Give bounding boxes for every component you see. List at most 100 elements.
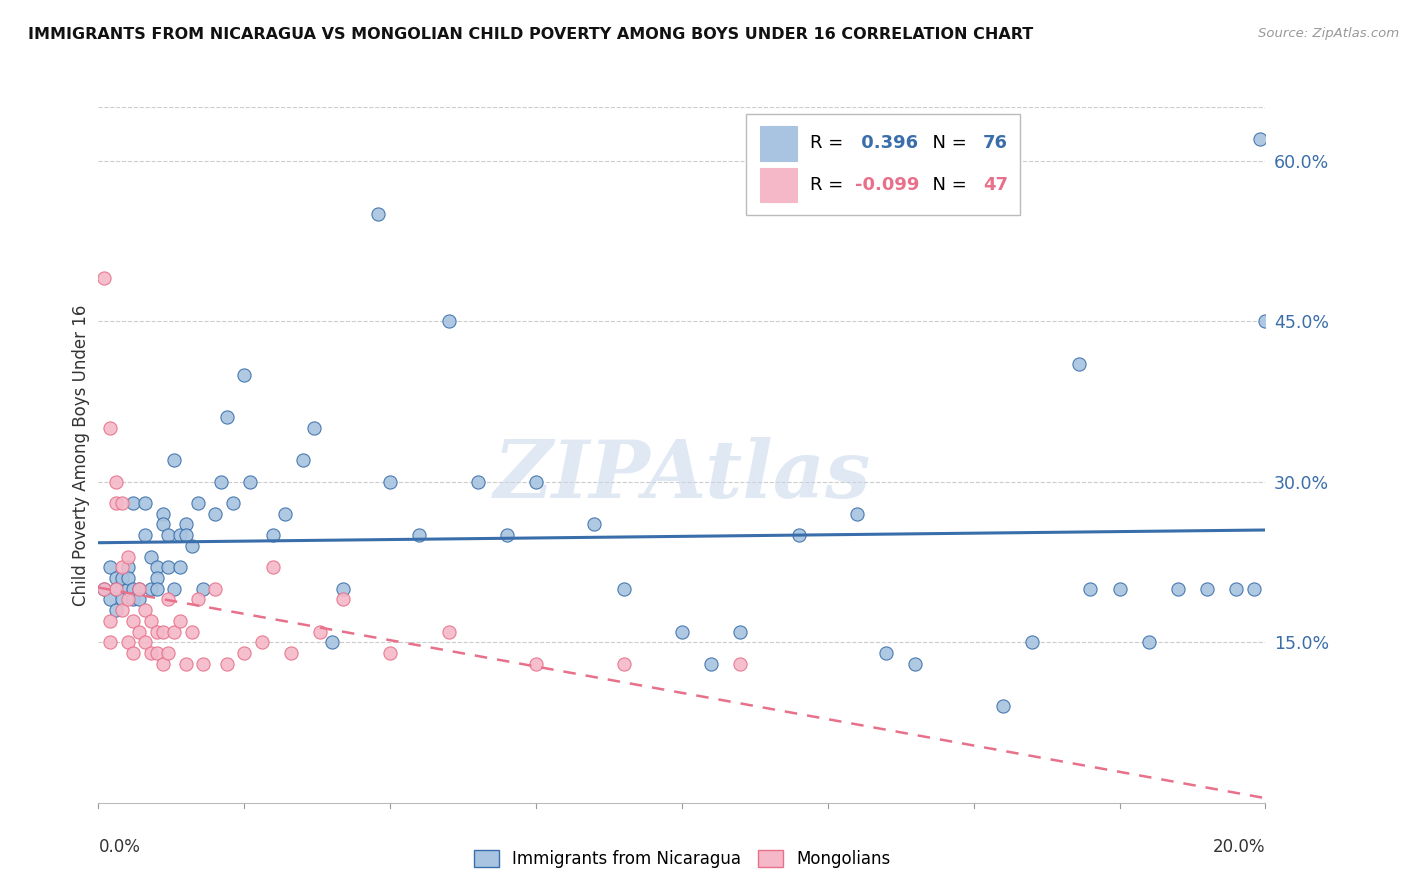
- Text: ZIPAtlas: ZIPAtlas: [494, 437, 870, 515]
- Point: [437, 624, 460, 639]
- Point: [104, 582, 127, 596]
- Point: [98, 614, 121, 628]
- Point: [174, 517, 197, 532]
- Text: 20.0%: 20.0%: [1213, 838, 1265, 856]
- Point: [152, 657, 174, 671]
- Point: [117, 582, 139, 596]
- Point: [193, 657, 215, 671]
- Text: IMMIGRANTS FROM NICARAGUA VS MONGOLIAN CHILD POVERTY AMONG BOYS UNDER 16 CORRELA: IMMIGRANTS FROM NICARAGUA VS MONGOLIAN C…: [28, 27, 1033, 42]
- Point: [146, 624, 169, 639]
- Point: [134, 603, 156, 617]
- Text: R =: R =: [810, 134, 849, 153]
- Point: [250, 635, 273, 649]
- Point: [111, 560, 134, 574]
- Point: [152, 624, 174, 639]
- Point: [134, 528, 156, 542]
- Text: -0.099: -0.099: [855, 176, 920, 194]
- Point: [187, 592, 209, 607]
- Point: [1249, 132, 1271, 146]
- Point: [174, 657, 197, 671]
- Point: [583, 517, 606, 532]
- Point: [1137, 635, 1160, 649]
- Point: [157, 646, 180, 660]
- Point: [233, 368, 256, 382]
- Text: 76: 76: [983, 134, 1008, 153]
- Point: [1167, 582, 1189, 596]
- Point: [169, 528, 191, 542]
- Point: [524, 657, 547, 671]
- Point: [262, 560, 284, 574]
- Point: [991, 699, 1014, 714]
- Bar: [761, 168, 797, 202]
- Point: [128, 624, 150, 639]
- Point: [437, 314, 460, 328]
- Point: [111, 603, 134, 617]
- Point: [321, 635, 343, 649]
- Point: [332, 582, 354, 596]
- Point: [139, 614, 162, 628]
- Point: [98, 635, 121, 649]
- Point: [111, 496, 134, 510]
- Point: [122, 614, 145, 628]
- Point: [157, 528, 180, 542]
- Point: [117, 571, 139, 585]
- Point: [174, 528, 197, 542]
- Point: [1254, 314, 1277, 328]
- Text: Source: ZipAtlas.com: Source: ZipAtlas.com: [1258, 27, 1399, 40]
- Point: [280, 646, 302, 660]
- Point: [104, 603, 127, 617]
- Point: [139, 646, 162, 660]
- Point: [122, 582, 145, 596]
- Point: [104, 582, 127, 596]
- Point: [163, 624, 186, 639]
- Point: [408, 528, 430, 542]
- Legend: Immigrants from Nicaragua, Mongolians: Immigrants from Nicaragua, Mongolians: [467, 843, 897, 874]
- Point: [169, 560, 191, 574]
- Point: [1195, 582, 1218, 596]
- Point: [700, 657, 723, 671]
- Point: [93, 582, 115, 596]
- Point: [215, 410, 238, 425]
- Point: [380, 646, 402, 660]
- Text: 0.0%: 0.0%: [98, 838, 141, 856]
- Point: [613, 657, 636, 671]
- Point: [209, 475, 232, 489]
- Point: [380, 475, 402, 489]
- Text: R =: R =: [810, 176, 849, 194]
- Point: [139, 549, 162, 564]
- Point: [117, 549, 139, 564]
- Point: [163, 453, 186, 467]
- Point: [117, 560, 139, 574]
- Point: [239, 475, 262, 489]
- Point: [467, 475, 489, 489]
- Point: [613, 582, 636, 596]
- Point: [104, 496, 127, 510]
- Point: [291, 453, 314, 467]
- Y-axis label: Child Poverty Among Boys Under 16: Child Poverty Among Boys Under 16: [72, 304, 90, 606]
- Point: [875, 646, 897, 660]
- Point: [157, 560, 180, 574]
- Point: [146, 571, 169, 585]
- Point: [180, 539, 202, 553]
- Point: [332, 592, 354, 607]
- Point: [904, 657, 927, 671]
- Point: [128, 582, 150, 596]
- Point: [262, 528, 284, 542]
- Point: [1225, 582, 1247, 596]
- Point: [221, 496, 243, 510]
- Point: [122, 646, 145, 660]
- Point: [1243, 582, 1265, 596]
- Point: [524, 475, 547, 489]
- Point: [169, 614, 191, 628]
- Point: [134, 635, 156, 649]
- Point: [309, 624, 332, 639]
- Point: [1108, 582, 1130, 596]
- Text: 0.396: 0.396: [855, 134, 918, 153]
- Point: [128, 592, 150, 607]
- Point: [730, 657, 752, 671]
- Point: [193, 582, 215, 596]
- Point: [1080, 582, 1102, 596]
- Point: [146, 582, 169, 596]
- Point: [98, 592, 121, 607]
- Text: N =: N =: [921, 134, 973, 153]
